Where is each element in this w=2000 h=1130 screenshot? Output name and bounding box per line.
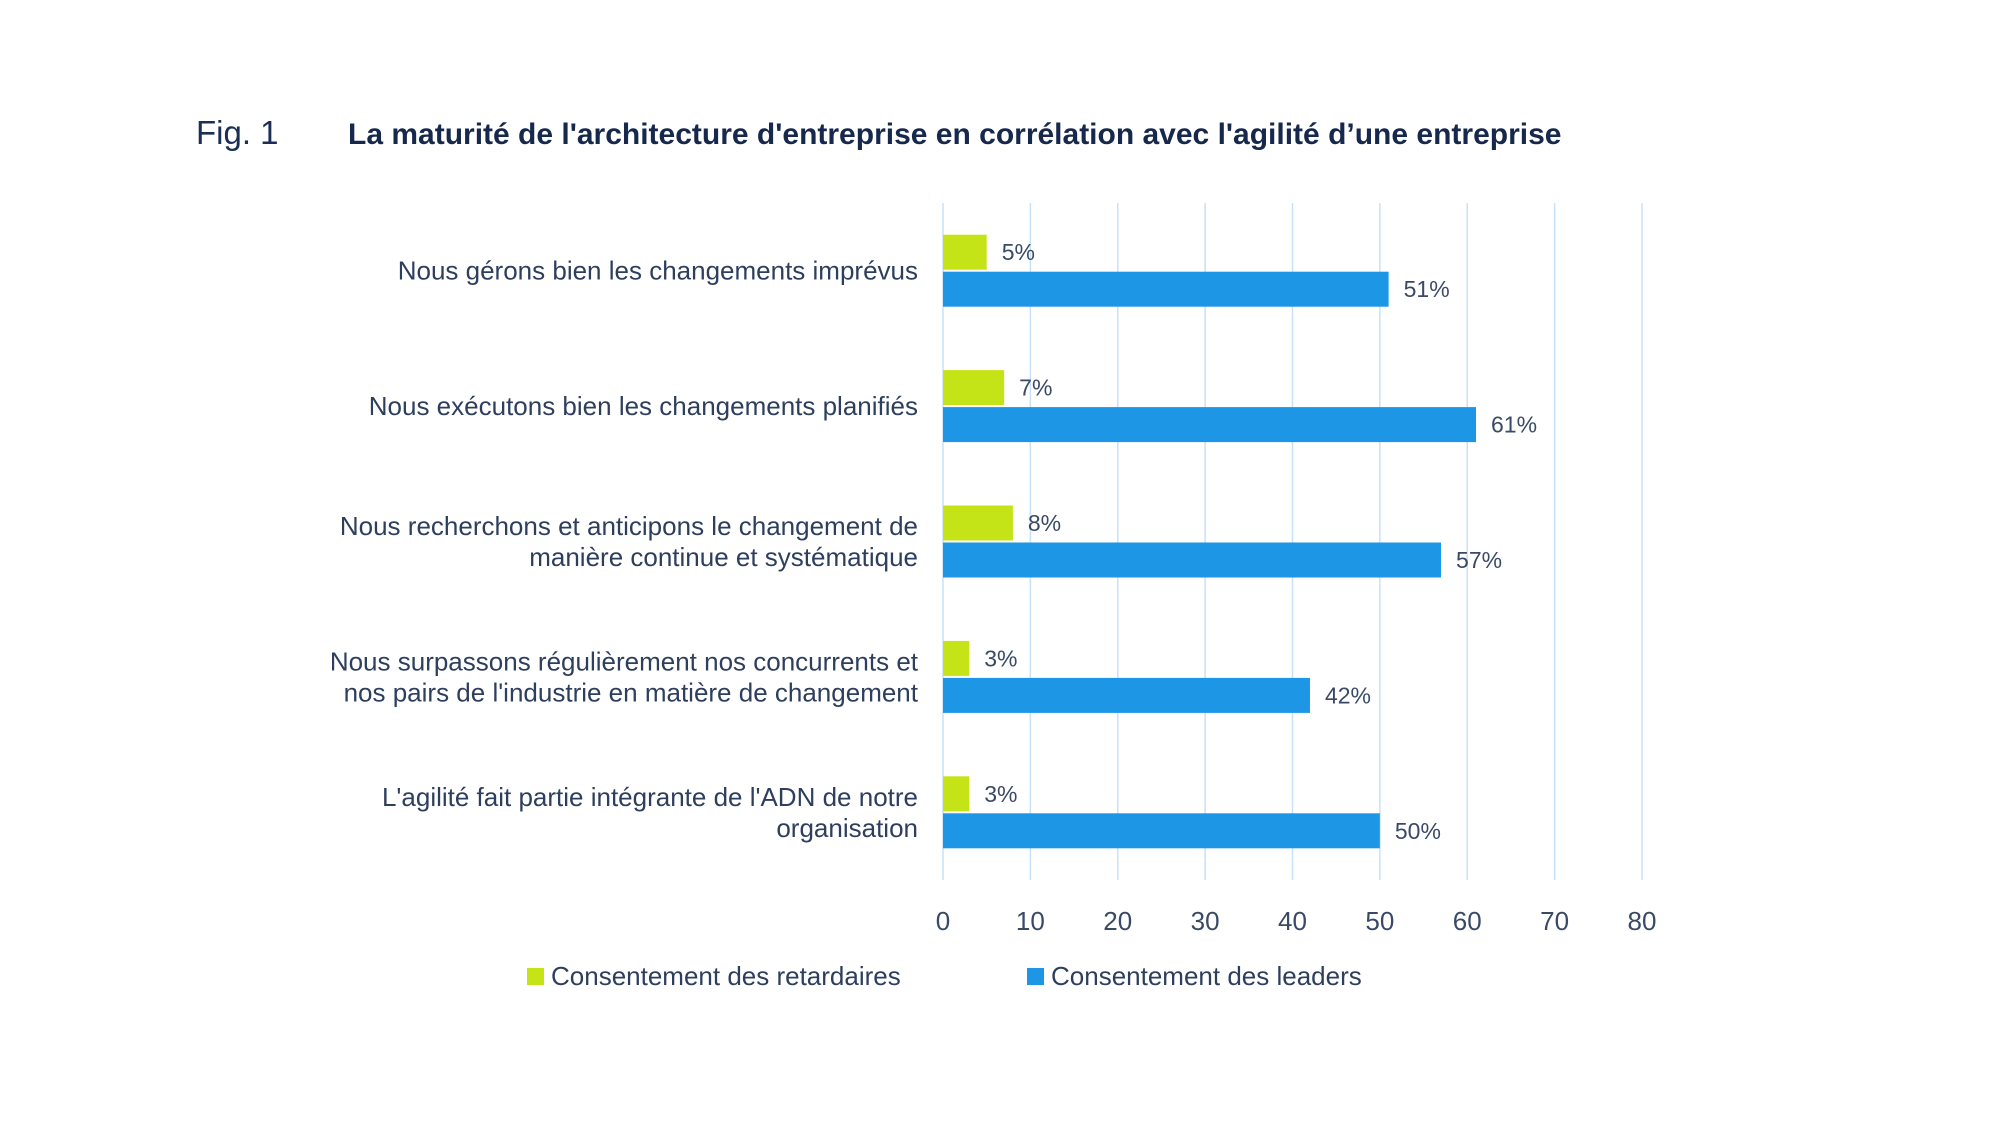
category-label: Nous gérons bien les changements imprévu… <box>398 256 918 286</box>
bars <box>943 234 1476 849</box>
category-label: organisation <box>776 813 918 843</box>
bar-value-label: 61% <box>1491 412 1537 438</box>
x-tick-label: 70 <box>1540 906 1569 936</box>
bar-retardaires <box>943 234 987 270</box>
x-tick-label: 20 <box>1103 906 1132 936</box>
chart-title: La maturité de l'architecture d'entrepri… <box>348 118 1561 151</box>
figure-label: Fig. 1 <box>196 114 279 151</box>
x-tick-label: 40 <box>1278 906 1307 936</box>
x-axis-ticks: 0 10 20 30 40 50 60 70 80 <box>936 906 1657 936</box>
bar-value-label: 50% <box>1395 818 1441 844</box>
category-label: Nous recherchons et anticipons le change… <box>340 511 918 541</box>
legend-swatch <box>1027 968 1044 985</box>
legend-label: Consentement des retardaires <box>551 961 901 991</box>
legend-swatch <box>527 968 544 985</box>
legend-label: Consentement des leaders <box>1051 961 1362 991</box>
bar-retardaires <box>943 370 1005 406</box>
bar-retardaires <box>943 776 970 812</box>
bar-value-label: 57% <box>1456 547 1502 573</box>
x-tick-label: 60 <box>1453 906 1482 936</box>
category-labels: Nous gérons bien les changements imprévu… <box>330 256 919 843</box>
bar-value-label: 3% <box>984 781 1017 807</box>
category-label: Nous exécutons bien les changements plan… <box>369 391 918 421</box>
bar-value-label: 3% <box>984 645 1017 671</box>
legend: Consentement des retardaires Consentement… <box>527 961 1362 991</box>
bar-leaders <box>943 542 1442 578</box>
bar-retardaires <box>943 640 970 676</box>
bar-value-label: 5% <box>1002 239 1035 265</box>
bar-leaders <box>943 813 1380 849</box>
category-label: manière continue et systématique <box>529 542 918 572</box>
category-label: nos pairs de l'industrie en matière de c… <box>344 677 919 707</box>
x-tick-label: 80 <box>1628 906 1657 936</box>
data-labels: 5% 51% 7% 61% 8% 57% 3% 42% 3% 50% <box>984 239 1537 844</box>
category-label: L'agilité fait partie intégrante de l'AD… <box>382 782 918 812</box>
x-tick-label: 30 <box>1191 906 1220 936</box>
bar-leaders <box>943 677 1310 713</box>
category-label: Nous surpassons régulièrement nos concur… <box>330 646 919 676</box>
bar-leaders <box>943 407 1476 443</box>
bar-value-label: 42% <box>1325 682 1371 708</box>
bar-value-label: 51% <box>1404 276 1450 302</box>
bar-value-label: 7% <box>1019 375 1052 401</box>
x-tick-label: 10 <box>1016 906 1045 936</box>
bar-retardaires <box>943 505 1013 541</box>
x-tick-label: 0 <box>936 906 950 936</box>
bar-leaders <box>943 271 1389 307</box>
bar-value-label: 8% <box>1028 510 1061 536</box>
x-tick-label: 50 <box>1365 906 1394 936</box>
gridlines <box>942 203 1643 880</box>
